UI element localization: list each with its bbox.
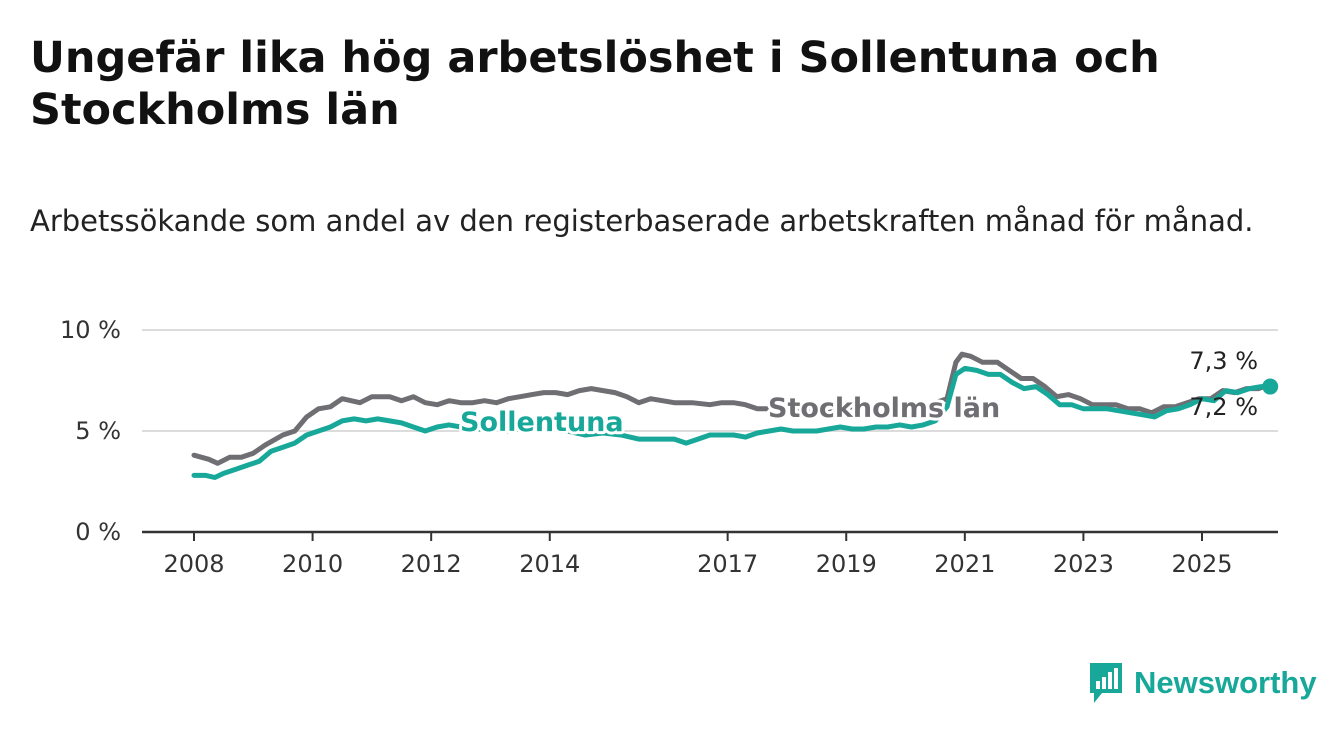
series-lines [191, 351, 1279, 480]
grid-lines [142, 329, 1278, 534]
x-tick-label: 2014 [519, 550, 580, 578]
series-end-point-sollentuna [1262, 378, 1279, 395]
bar-chart-speech-bubble-icon [1090, 663, 1122, 703]
x-tick-label: 2008 [163, 550, 224, 578]
y-tick-label: 5 % [75, 417, 121, 445]
series-line-stockholms-lan [191, 351, 1273, 466]
series-line-sollentuna [191, 365, 1273, 480]
x-tick-label: 2017 [697, 550, 758, 578]
series-label-sollentuna: Sollentuna [460, 407, 624, 438]
page-title: Ungefär lika hög arbetslöshet i Sollentu… [30, 33, 1160, 135]
x-tick-label: 2019 [816, 550, 877, 578]
x-tick-label: 2010 [282, 550, 343, 578]
series-labels: Stockholms län Sollentuna 7,3 % 7,2 % [457, 347, 1258, 441]
x-tick-label: 2021 [934, 550, 995, 578]
end-value-stockholms-lan: 7,3 % [1189, 347, 1258, 375]
brand-name: Newsworthy [1134, 665, 1317, 700]
y-tick-label: 10 % [60, 316, 121, 344]
x-tick-label: 2025 [1171, 550, 1232, 578]
x-tick-label: 2012 [401, 550, 462, 578]
y-tick-label: 0 % [75, 518, 121, 546]
y-axis-ticks: 0 % 5 % 10 % [60, 316, 121, 546]
end-value-sollentuna: 7,2 % [1189, 393, 1258, 421]
line-chart: 0 %5 %10 % 2008 2010 2012 2014 2017 2019 2021 2… [60, 316, 1279, 578]
page-subtitle: Arbetssökande som andel av den registerb… [30, 204, 1254, 238]
newsworthy-logo: Newsworthy [1088, 660, 1317, 706]
x-tick-label: 2023 [1053, 550, 1114, 578]
series-label-stockholms-lan: Stockholms län [768, 393, 1000, 424]
x-axis-ticks: 2008 2010 2012 2014 2017 2019 2021 2023 2025 [163, 532, 1233, 578]
